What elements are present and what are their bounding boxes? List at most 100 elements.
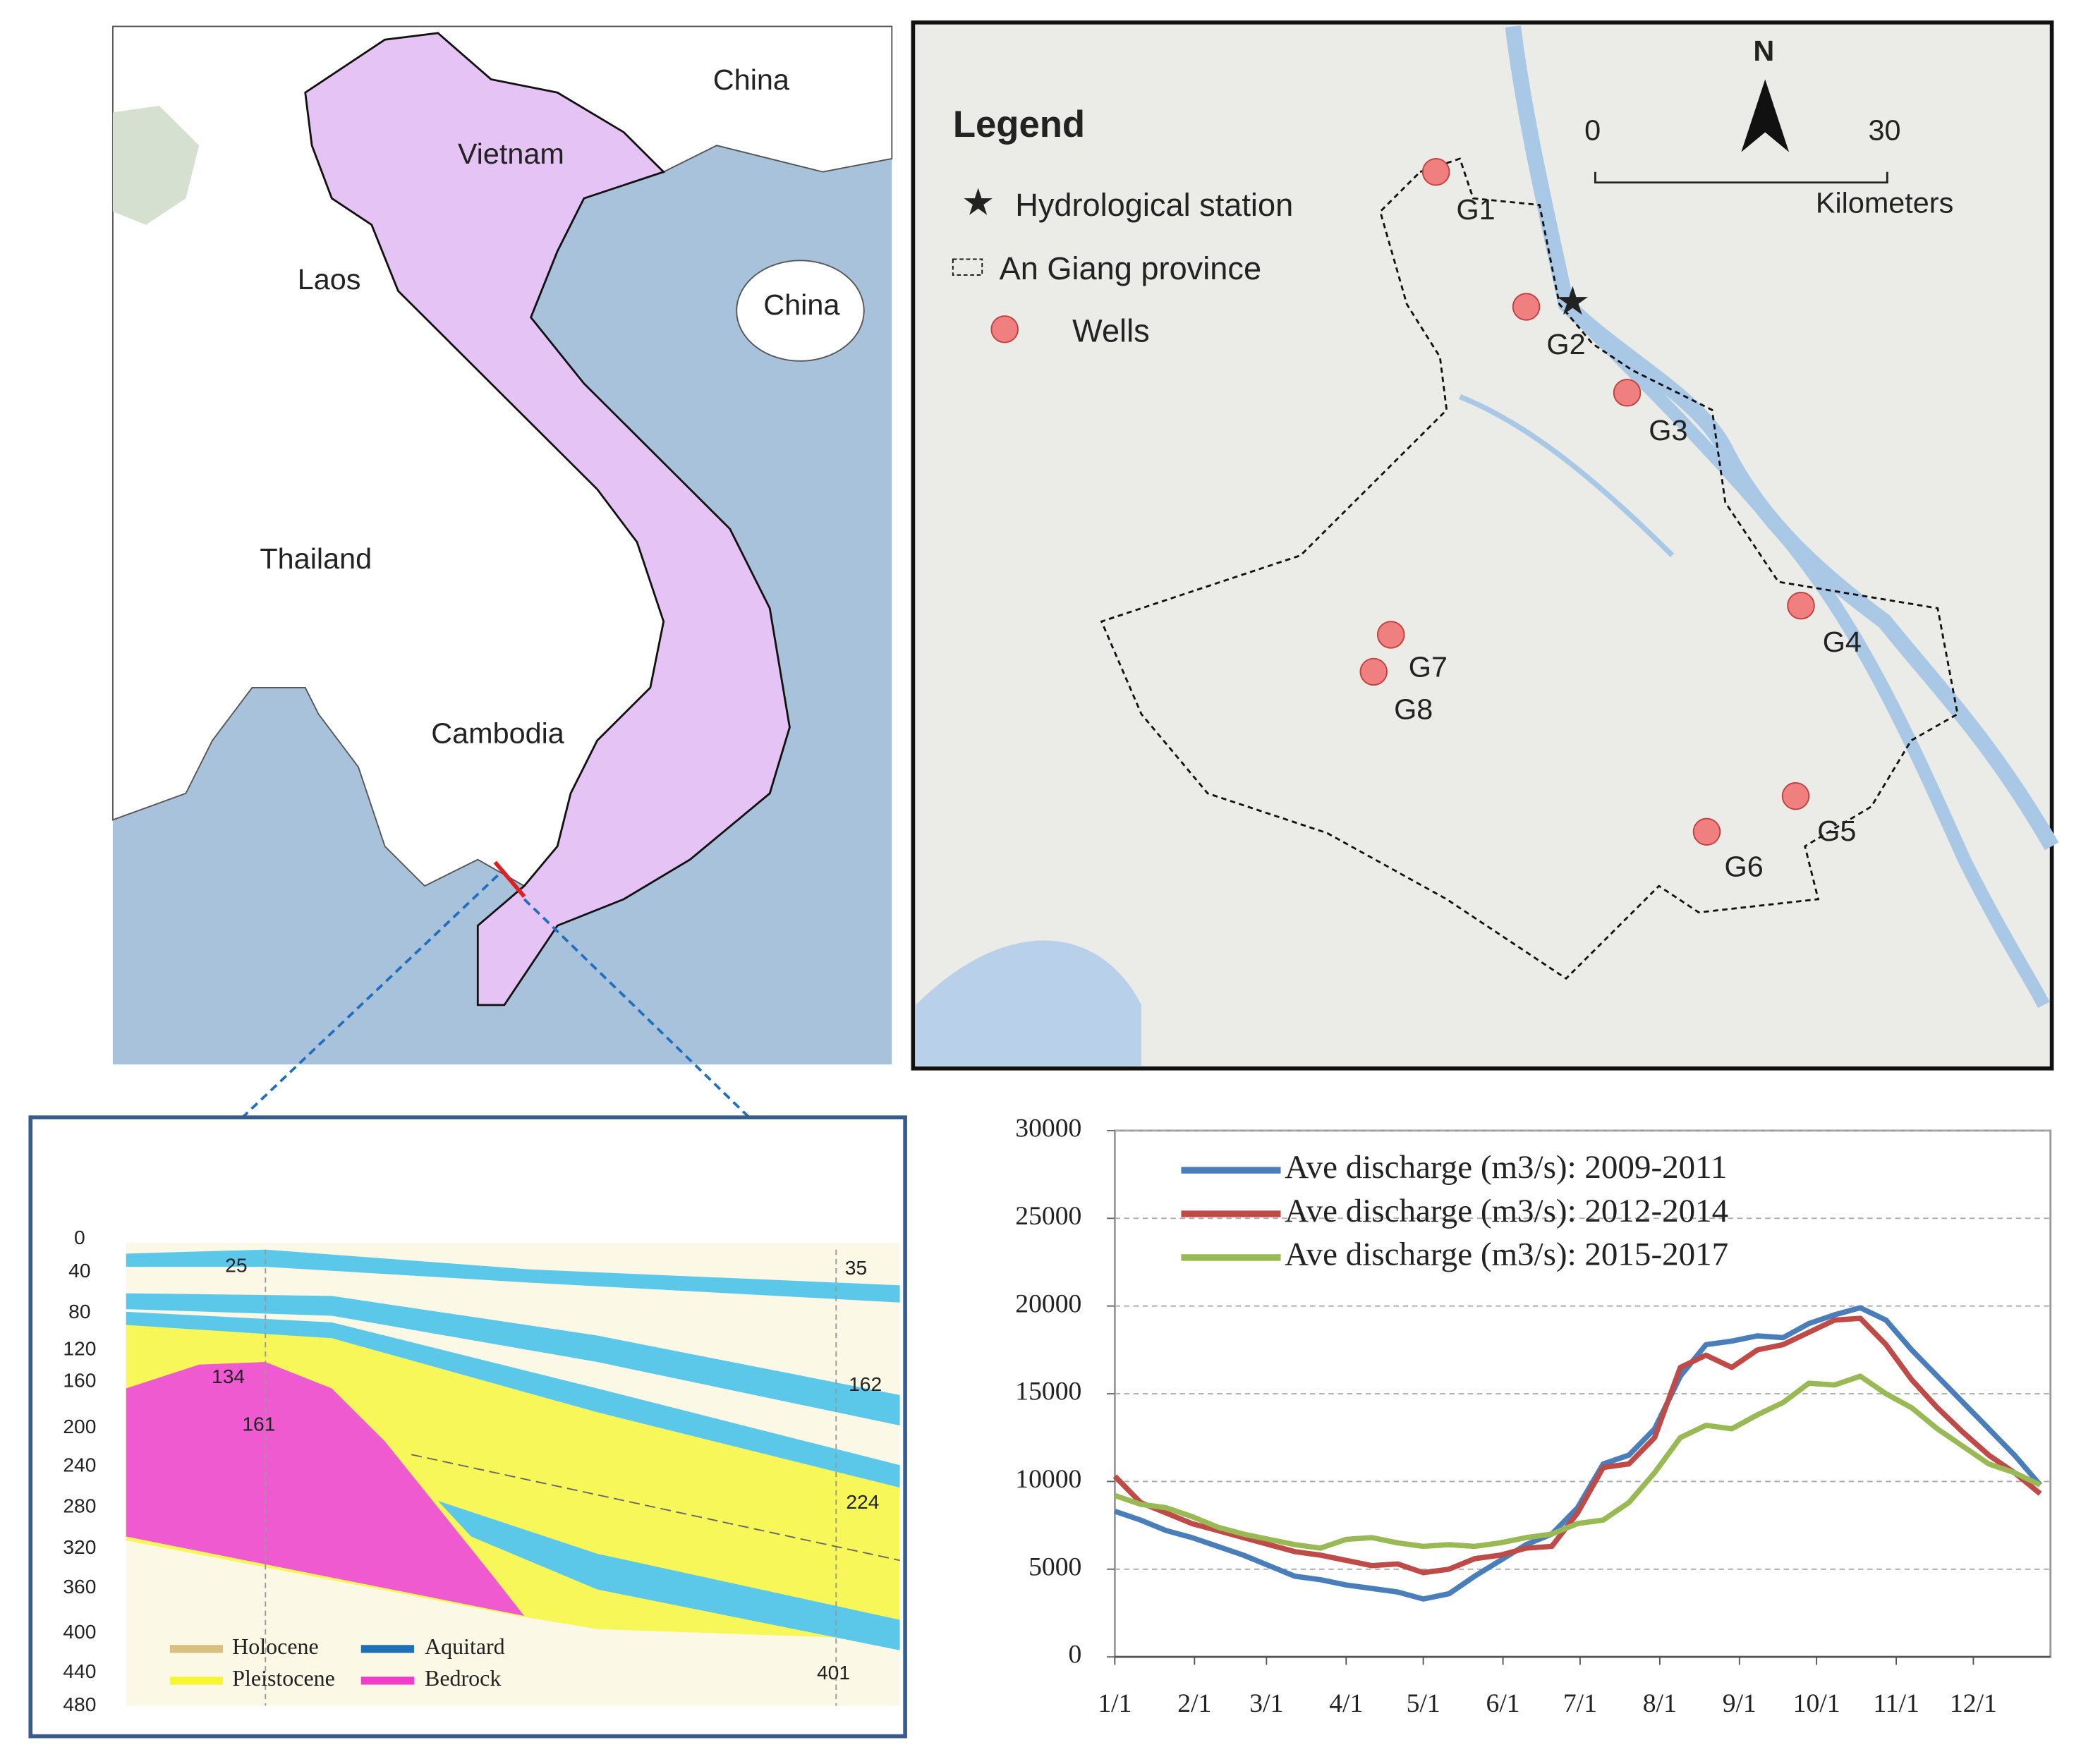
x-tick-label: 1/1 (1098, 1689, 1131, 1718)
section-guide (411, 1454, 900, 1562)
legend-star: ★ (961, 182, 995, 224)
well (1421, 158, 1450, 186)
scale-unit: Kilometers (1816, 187, 1953, 219)
legend-label: An Giang province (1000, 250, 1261, 286)
legend-boundary-icon (952, 258, 983, 276)
well-label: G4 (1823, 626, 1862, 658)
section-annotation: 224 (846, 1490, 879, 1513)
depth-label: 40 (68, 1259, 90, 1282)
well (1512, 293, 1541, 321)
study-map (911, 20, 2059, 1071)
province-boundary (1100, 157, 1959, 980)
line (1114, 1373, 2041, 1551)
country-label: Cambodia (431, 717, 564, 749)
depth-label: 240 (63, 1454, 96, 1476)
depth-label: 200 (63, 1415, 96, 1437)
section-line (493, 860, 526, 898)
map-frame (911, 20, 2054, 1071)
country-label: Vietnam (458, 138, 564, 170)
aquitard (437, 1500, 900, 1650)
depth-label: 80 (68, 1300, 90, 1322)
section-annotation: 401 (817, 1661, 850, 1684)
x-tick-label: 4/1 (1329, 1689, 1363, 1718)
x-tick-label: 10/1 (1793, 1689, 1840, 1718)
y-tick-label: 0 (1069, 1641, 1082, 1669)
legend-swatch (360, 1677, 414, 1685)
well (1781, 781, 1810, 810)
y-tick-label: 20000 (1015, 1289, 1081, 1318)
y-tick-label: 10000 (1015, 1465, 1081, 1494)
depth-label: 440 (63, 1660, 96, 1682)
north-label: N (1753, 35, 1774, 67)
land-green (112, 105, 200, 225)
sea (916, 940, 1141, 1066)
line (1114, 1305, 2043, 1602)
legend-well-icon (990, 315, 1019, 343)
aquitard (126, 1249, 900, 1303)
x-tick-label: 6/1 (1486, 1689, 1520, 1718)
vietnam (304, 32, 791, 1006)
legend-swatch (169, 1677, 224, 1685)
legend-label: Ave discharge (m3/s): 2009-2011 (1285, 1149, 1727, 1186)
x-tick-label: 3/1 (1249, 1689, 1283, 1718)
legend-title: Legend (953, 104, 1085, 145)
scale-label: 30 (1869, 114, 1901, 146)
well (1613, 379, 1642, 407)
bedrock (126, 1362, 525, 1617)
region-map (111, 25, 893, 1242)
country-label: China (763, 288, 839, 321)
depth-label: 0 (74, 1226, 85, 1248)
north-arrow (1741, 79, 1790, 152)
river (1561, 299, 2050, 1009)
section-annotation: 35 (845, 1256, 867, 1279)
y-tick-label: 25000 (1015, 1202, 1081, 1231)
section-legend-label: Holocene (232, 1634, 318, 1659)
well-label: G1 (1456, 193, 1495, 226)
well (1692, 817, 1721, 846)
depth-label: 480 (63, 1693, 96, 1715)
y-tick-label: 5000 (1029, 1552, 1081, 1581)
line (1112, 1315, 2042, 1576)
river (1505, 25, 2059, 851)
x-tick-label: 2/1 (1177, 1689, 1211, 1718)
country-label: Laos (298, 263, 361, 296)
depth-label: 120 (63, 1337, 96, 1360)
aquitard (126, 1311, 900, 1488)
well-label: G7 (1409, 651, 1448, 683)
well (1359, 657, 1388, 686)
y-tick-label: 30000 (1015, 1114, 1081, 1143)
legend-swatch (169, 1645, 224, 1653)
station-star: ★ (1555, 279, 1591, 323)
hainan (736, 260, 865, 362)
well-label: G8 (1394, 693, 1433, 726)
x-tick-label: 12/1 (1950, 1689, 1997, 1718)
well (1787, 591, 1815, 620)
cross-section (28, 1115, 907, 1739)
country-label: Thailand (260, 542, 372, 575)
section-legend-label: Bedrock (425, 1666, 501, 1691)
well (1376, 621, 1405, 649)
canal (1459, 394, 1675, 558)
well-label: G3 (1649, 414, 1687, 446)
x-tick-label: 8/1 (1643, 1689, 1677, 1718)
y-tick-label: 15000 (1015, 1377, 1081, 1406)
country-label: China (713, 63, 789, 96)
section-legend-label: Aquitard (425, 1634, 505, 1659)
x-tick-label: 9/1 (1723, 1689, 1757, 1718)
section-annotation: 134 (212, 1365, 245, 1387)
depth-label: 400 (63, 1620, 96, 1643)
depth-label: 160 (63, 1369, 96, 1392)
legend-label: Ave discharge (m3/s): 2015-2017 (1285, 1236, 1728, 1273)
legend-label: Ave discharge (m3/s): 2012-2014 (1285, 1193, 1728, 1229)
section-annotation: 162 (849, 1373, 882, 1395)
x-tick-label: 5/1 (1407, 1689, 1440, 1718)
section-annotation: 25 (225, 1254, 247, 1277)
scale-label: 0 (1584, 114, 1601, 146)
well-label: G2 (1546, 328, 1585, 360)
x-tick-label: 7/1 (1563, 1689, 1597, 1718)
well-label: G6 (1725, 851, 1764, 883)
depth-label: 320 (63, 1535, 96, 1558)
legend-swatch (360, 1645, 414, 1653)
aquitard (126, 1293, 900, 1426)
